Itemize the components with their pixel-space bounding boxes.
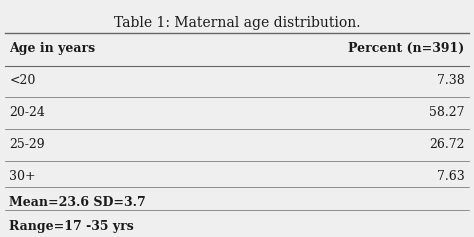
Text: 26.72: 26.72 bbox=[429, 138, 465, 151]
Text: Range=17 -35 yrs: Range=17 -35 yrs bbox=[9, 220, 134, 233]
Text: 58.27: 58.27 bbox=[429, 106, 465, 119]
Text: 20-24: 20-24 bbox=[9, 106, 45, 119]
Text: 7.38: 7.38 bbox=[437, 74, 465, 87]
Text: Percent (n=391): Percent (n=391) bbox=[348, 42, 465, 55]
Text: Mean=23.6 SD=3.7: Mean=23.6 SD=3.7 bbox=[9, 196, 146, 209]
Text: Age in years: Age in years bbox=[9, 42, 95, 55]
Text: 7.63: 7.63 bbox=[437, 170, 465, 183]
Text: 25-29: 25-29 bbox=[9, 138, 45, 151]
Text: <20: <20 bbox=[9, 74, 36, 87]
Text: 30+: 30+ bbox=[9, 170, 36, 183]
Text: Table 1: Maternal age distribution.: Table 1: Maternal age distribution. bbox=[114, 16, 360, 30]
